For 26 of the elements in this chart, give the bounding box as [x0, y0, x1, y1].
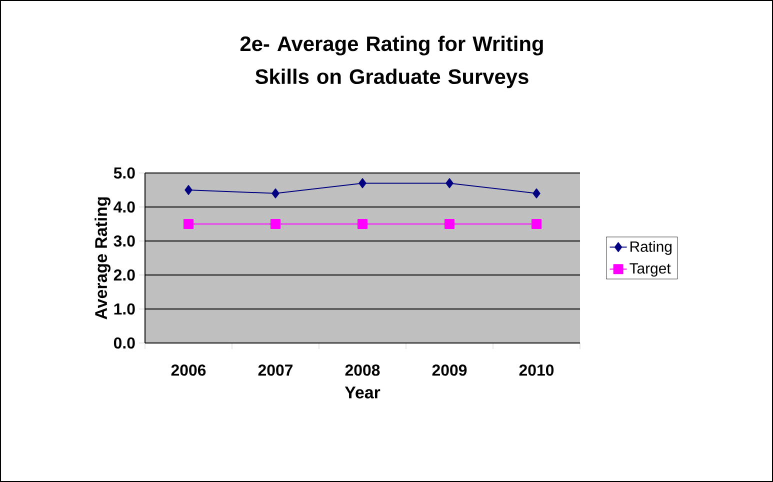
y-tick-label: 2.0 — [114, 269, 135, 281]
legend-label: Rating — [630, 240, 672, 255]
point — [184, 219, 194, 229]
y-axis-title: Average Rating — [94, 197, 110, 320]
point — [272, 188, 280, 198]
x-tick-label: 2010 — [519, 364, 554, 376]
x-tick-label: 2007 — [258, 364, 293, 376]
y-tick-label: 1.0 — [114, 303, 135, 315]
x-tick-label: 2008 — [345, 364, 380, 376]
point — [446, 178, 454, 188]
y-tick-label: 3.0 — [114, 235, 135, 247]
point — [184, 185, 192, 195]
point — [270, 219, 280, 229]
x-tick-label: 2009 — [432, 364, 467, 376]
chart-title: 2e- Average Rating for Writing Skills on Graduate Surveys — [240, 36, 543, 88]
x-axis-title: Year — [344, 386, 380, 398]
point — [444, 219, 454, 229]
point — [358, 219, 368, 229]
x-tick-label: 2006 — [171, 364, 206, 376]
legend-label: Target — [630, 263, 671, 277]
point — [358, 178, 366, 188]
y-tick-label: 5.0 — [114, 167, 135, 179]
y-tick-label: 4.0 — [114, 201, 135, 213]
point — [532, 188, 540, 198]
point — [532, 219, 542, 229]
y-tick-label: 0.0 — [114, 337, 135, 349]
